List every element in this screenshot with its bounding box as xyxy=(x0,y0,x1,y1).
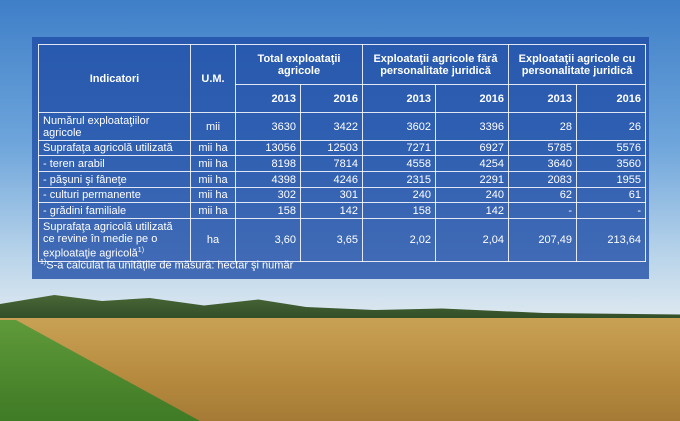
cell-value: 13056 xyxy=(235,140,301,156)
data-row: Suprafaţa agricolă utilizată mii ha 13056 1… xyxy=(38,140,647,156)
header-group: Total exploataţii agricole xyxy=(234,44,364,85)
row-label-text: Suprafaţa agricolă utilizată xyxy=(43,142,173,154)
data-table: Indicatori U.M. Total exploataţii agricole… xyxy=(38,44,647,262)
cell-value: 301 xyxy=(299,187,364,203)
data-row: - grădini familiale mii ha 158 142 158 142- - xyxy=(38,202,647,219)
cell-value: 8198 xyxy=(235,155,301,172)
cell-value: 5576 xyxy=(576,140,647,156)
row-label-text: - culturi permanente xyxy=(43,189,141,201)
row-label: Numărul exploataţiilor agricole xyxy=(38,112,191,141)
data-row: - culturi permanente mii ha 302 301 240 240 62… xyxy=(38,187,647,203)
cell-value: 158 xyxy=(235,202,301,219)
header-group: Exploataţii agricole fără personalitate … xyxy=(362,44,510,85)
cell-value: 158 xyxy=(362,202,437,219)
cell-value: 3396 xyxy=(435,112,510,141)
cell-value: 28 xyxy=(508,112,578,141)
cell-value: 3,60 xyxy=(235,218,301,262)
header-row: Indicatori U.M. Total exploataţii agricole… xyxy=(38,44,647,113)
cell-value: 6927 xyxy=(435,140,510,156)
cell-value: 12503 xyxy=(299,140,364,156)
cell-value: - xyxy=(508,202,578,219)
row-unit: mii ha xyxy=(190,155,236,172)
header-year: 2016 xyxy=(299,84,364,113)
cell-value: 7271 xyxy=(362,140,437,156)
cell-value: 3422 xyxy=(299,112,364,141)
header-group: Exploataţii agricole cu personalitate ju… xyxy=(508,44,647,85)
row-unit: ha xyxy=(190,218,236,262)
data-row: - teren arabil mii ha 8198 7814 4558 4254 3640… xyxy=(38,155,647,172)
cell-value: 61 xyxy=(576,187,647,203)
cell-value: 4254 xyxy=(435,155,510,172)
data-row: Numărul exploataţiilor agricole mii 3630 34… xyxy=(38,112,647,141)
row-label: Suprafaţa agricolă utilizată xyxy=(38,140,191,156)
cell-value: 240 xyxy=(435,187,510,203)
cell-value: 3560 xyxy=(576,155,647,172)
cell-value: 3,65 xyxy=(299,218,364,262)
header-year: 2013 xyxy=(508,84,578,113)
cell-value: 213,64 xyxy=(576,218,647,262)
cell-value: 62 xyxy=(508,187,578,203)
row-unit: mii ha xyxy=(190,171,236,188)
cell-value: 142 xyxy=(299,202,364,219)
row-label-text: Numărul exploataţiilor agricole xyxy=(43,114,150,139)
cell-value: - xyxy=(576,202,647,219)
cell-value: 240 xyxy=(362,187,437,203)
row-unit: mii xyxy=(190,112,236,141)
cell-value: 3602 xyxy=(362,112,437,141)
cell-value: 5785 xyxy=(508,140,578,156)
cell-value: 4558 xyxy=(362,155,437,172)
cell-value: 2,04 xyxy=(435,218,510,262)
cell-value: 2,02 xyxy=(362,218,437,262)
row-label: - grădini familiale xyxy=(38,202,191,219)
header-year: 2016 xyxy=(435,84,510,113)
note-marker: 1) xyxy=(137,246,145,254)
data-row: - păşuni şi fâneţe mii ha 4398 4246 2315 2291… xyxy=(38,171,647,188)
cell-value: 2315 xyxy=(362,171,437,188)
row-label: - păşuni şi fâneţe xyxy=(38,171,191,188)
cell-value: 302 xyxy=(235,187,301,203)
cell-value: 4246 xyxy=(299,171,364,188)
header-row: 2013 2016 2013 2016 2013 2016 xyxy=(39,84,647,113)
cell-value: 1955 xyxy=(576,171,647,188)
row-unit: mii ha xyxy=(190,140,236,156)
cell-value: 3640 xyxy=(508,155,578,172)
cell-value: 7814 xyxy=(299,155,364,172)
row-label-text: - păşuni şi fâneţe xyxy=(43,173,127,186)
footnote-marker: 1) xyxy=(40,259,47,266)
row-label-text: - grădini familiale xyxy=(43,204,127,217)
row-label: - culturi permanente xyxy=(38,187,191,203)
header-year: 2013 xyxy=(362,84,437,113)
row-label: Suprafaţa agricolă utilizată ce revine î… xyxy=(38,218,191,262)
cell-value: 26 xyxy=(576,112,647,141)
row-unit: mii ha xyxy=(190,202,236,219)
cell-value: 2291 xyxy=(435,171,510,188)
row-unit: mii ha xyxy=(190,187,236,203)
header-unit: U.M. xyxy=(190,44,236,113)
footnote: 1)S-a calculat la unitățile de măsură: h… xyxy=(40,259,293,272)
cell-value: 3630 xyxy=(235,112,301,141)
cell-value: 142 xyxy=(435,202,510,219)
footnote-text: S-a calculat la unitățile de măsură: hec… xyxy=(46,259,294,272)
data-row: Suprafaţa agricolă utilizată ce revine î… xyxy=(38,218,647,262)
header-year: 2016 xyxy=(576,84,647,113)
row-label-text: Suprafaţa agricolă utilizată ce revine î… xyxy=(43,220,173,260)
header-year: 2013 xyxy=(235,84,301,113)
cell-value: 207,49 xyxy=(508,218,578,262)
cell-value: 4398 xyxy=(235,171,301,188)
header-indicator: Indicatori xyxy=(38,44,191,113)
cell-value: 2083 xyxy=(508,171,578,188)
row-label: - teren arabil xyxy=(38,155,191,172)
row-label-text: - teren arabil xyxy=(43,157,105,170)
